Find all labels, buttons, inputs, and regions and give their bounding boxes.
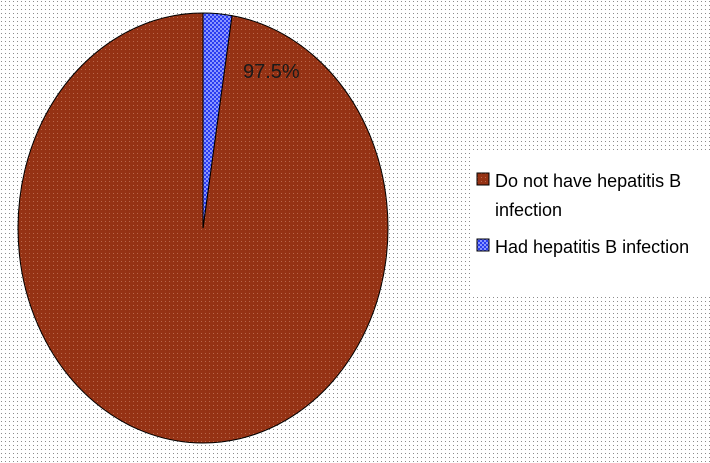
- legend-swatch-1: [476, 172, 490, 186]
- pie-slices: [17, 12, 389, 444]
- legend-entry-2-line-1: Had hepatitis B infection: [495, 237, 689, 257]
- legend-swatch-2: [476, 238, 490, 252]
- legend-box: [470, 150, 710, 295]
- pie-data-labels: 97.5%: [243, 61, 300, 83]
- legend-entry-1-line-1: Do not have hepatitis B: [495, 171, 681, 191]
- legend: Do not have hepatitis B infection Had hepa…: [470, 150, 710, 295]
- slice-label-1: 97.5%: [243, 61, 300, 83]
- legend-entry-1-line-2: infection: [495, 200, 562, 220]
- pie-slice-2: [202, 12, 233, 229]
